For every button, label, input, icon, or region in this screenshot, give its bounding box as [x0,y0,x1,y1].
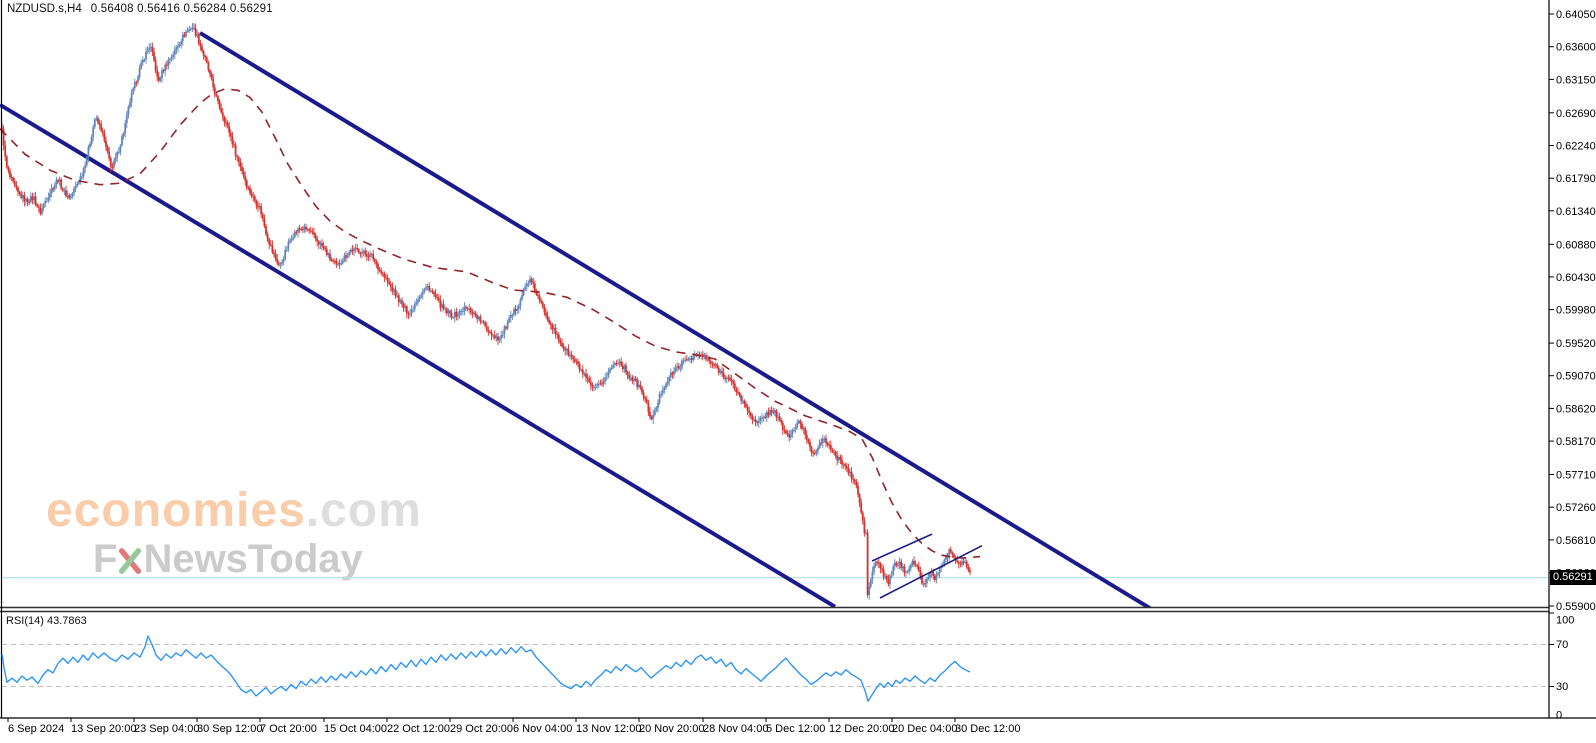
channel-line-lower[interactable] [0,103,837,607]
price-axis-label: 0.61340 [1556,206,1596,218]
time-axis-label: 7 Oct 20:00 [260,723,317,735]
rsi-line[interactable] [1,635,971,702]
time-axis-label: 20 Nov 20:00 [639,723,704,735]
price-axis-label: 0.62690 [1556,108,1596,120]
chart-title: NZDUSD.s,H4 0.56408 0.56416 0.56284 0.562… [7,3,273,15]
price-axis-label: 0.63150 [1556,74,1596,86]
time-axis-label: 30 Sep 12:00 [197,723,262,735]
watermark: economies.com F NewsToday [46,484,422,580]
time-axis-label: 6 Nov 04:00 [513,723,572,735]
symbol-timeframe-label: NZDUSD.s,H4 [7,3,82,15]
time-axis-label: 12 Dec 20:00 [829,723,894,735]
moving-average-line[interactable] [0,87,981,559]
time-axis-label: 13 Sep 20:00 [71,723,136,735]
rsi-axis-label: 30 [1556,681,1568,693]
time-axis-label: 6 Sep 2024 [8,723,64,735]
rsi-indicator-label: RSI(14) 43.7863 [6,615,87,627]
time-axis-label: 30 Dec 12:00 [955,723,1020,735]
ohlc-values-label: 0.56408 0.56416 0.56284 0.56291 [90,3,273,15]
mini-trendline-lower[interactable] [879,544,983,599]
time-axis-label: 5 Dec 12:00 [766,723,825,735]
price-axis-label: 0.56810 [1556,535,1596,547]
price-axis-label: 0.58620 [1556,403,1596,415]
time-axis-label: 20 Dec 04:00 [892,723,957,735]
time-axis-label: 15 Oct 04:00 [324,723,387,735]
watermark-com-text: .com [305,484,422,537]
price-axis-label: 0.58170 [1556,436,1596,448]
watermark-brand-line: economies.com [46,484,422,537]
rsi-axis-label: 0 [1556,710,1562,722]
price-axis-label: 0.60880 [1556,239,1596,251]
price-axis-label: 0.59070 [1556,371,1596,383]
price-axis-label: 0.55900 [1556,601,1596,613]
time-axis-label: 28 Nov 04:00 [703,723,768,735]
price-axis-label: 0.60430 [1556,272,1596,284]
rsi-axis-label: 70 [1556,639,1568,651]
mini-trendline-upper[interactable] [871,533,933,562]
channel-line-upper[interactable] [198,31,1152,608]
price-axis-label: 0.62240 [1556,141,1596,153]
price-axis-label: 0.64050 [1556,9,1596,21]
price-axis-label: 0.63600 [1556,42,1596,54]
watermark-newstoday-text: NewsToday [143,537,363,582]
time-axis-label: 13 Nov 12:00 [576,723,641,735]
price-axis-label: 0.61790 [1556,173,1596,185]
price-axis-label: 0.57710 [1556,470,1596,482]
watermark-fxnewstoday: F NewsToday [93,538,422,580]
time-axis-label: 22 Oct 12:00 [387,723,450,735]
time-axis-label: 23 Sep 04:00 [134,723,199,735]
watermark-economies-text: economies [46,484,306,537]
current-price-label: 0.56291 [1550,570,1596,585]
watermark-f-text: F [93,537,118,582]
price-axis-label: 0.57260 [1556,502,1596,514]
time-axis-label: 29 Oct 20:00 [450,723,513,735]
rsi-axis-label: 100 [1556,615,1574,627]
fxnewstoday-x-icon [119,548,142,575]
price-axis-label: 0.59520 [1556,338,1596,350]
price-axis-label: 0.59980 [1556,305,1596,317]
